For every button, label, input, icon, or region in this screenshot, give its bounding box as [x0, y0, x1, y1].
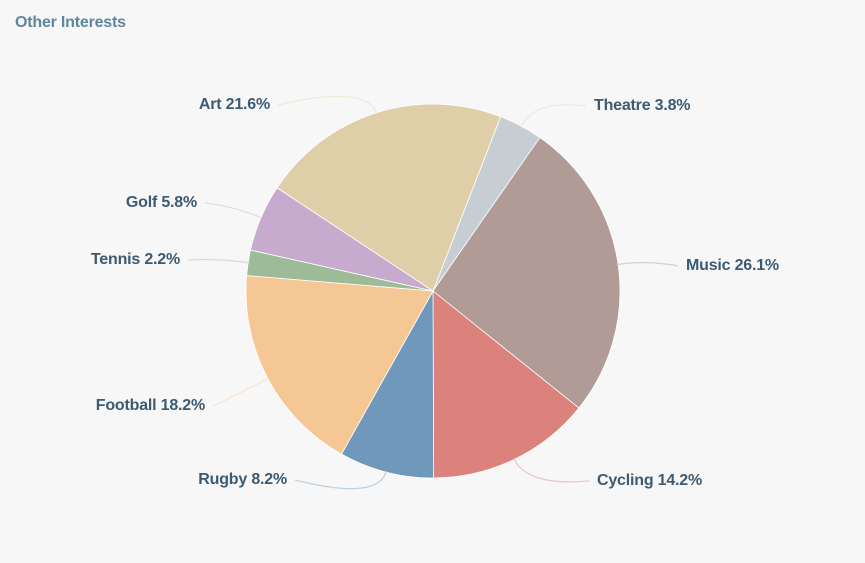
pie-label-rugby: Rugby 8.2%	[198, 471, 287, 488]
pie-connector-music	[617, 261, 679, 267]
pie-label-football: Football 18.2%	[95, 397, 205, 414]
pie-label-cycling: Cycling 14.2%	[597, 472, 703, 489]
pie-label-music: Music 26.1%	[686, 257, 779, 274]
pie-label-tennis: Tennis 2.2%	[90, 251, 180, 268]
pie-connector-rugby	[294, 470, 387, 490]
pie-connector-football	[212, 377, 270, 407]
pie-connector-tennis	[187, 258, 250, 264]
pie-connector-golf	[204, 202, 263, 219]
pie-label-art: Art 21.6%	[198, 96, 270, 113]
pie-connector-art	[277, 95, 378, 114]
chart-title: Other Interests	[15, 14, 126, 31]
pie-label-golf: Golf 5.8%	[125, 194, 197, 211]
pie-connector-cycling	[513, 458, 590, 483]
pie-connector-theatre	[519, 104, 587, 128]
pie-label-theatre: Theatre 3.8%	[594, 97, 691, 114]
